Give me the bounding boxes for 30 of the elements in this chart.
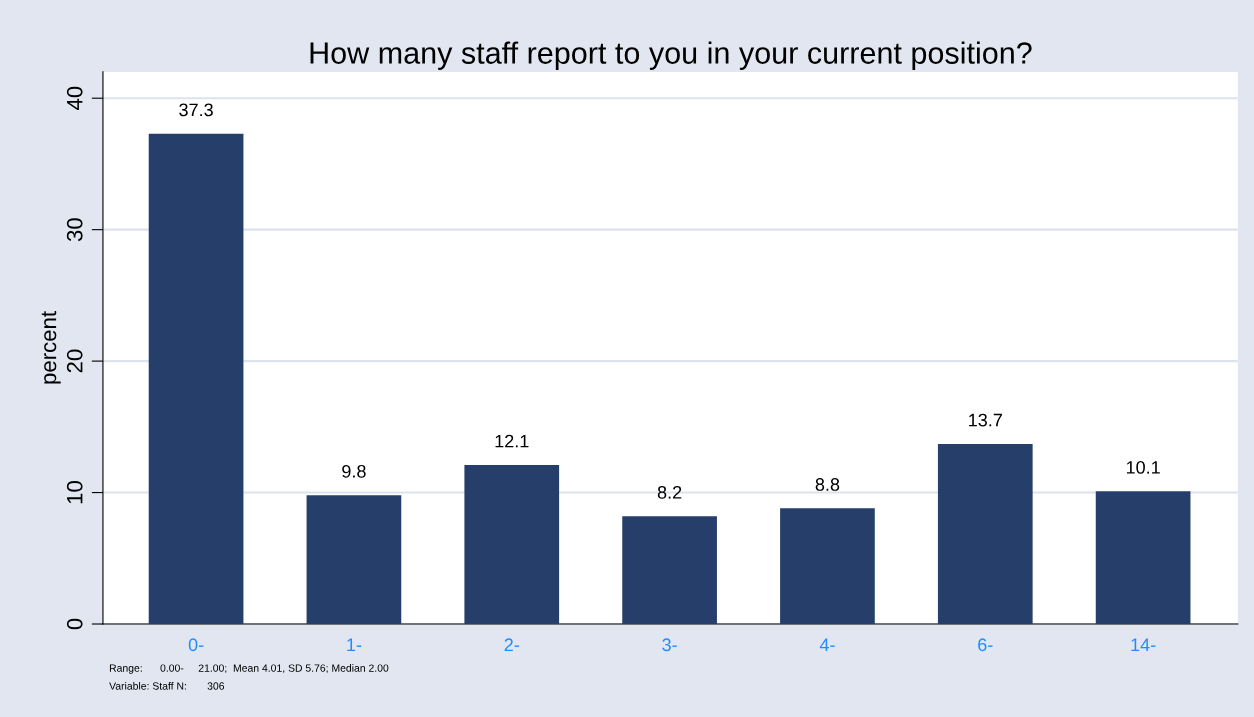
- data-label: 8.8: [815, 478, 840, 491]
- x-tick-label: 4-: [819, 638, 835, 651]
- text: Range: 0.00- 21.00; Mean 4.01, SD 5.76; Median 2.00: [109, 664, 389, 674]
- x-tick-label: 0-: [188, 638, 204, 652]
- data-label: 12.1: [495, 434, 529, 448]
- data-label: 9.8: [342, 464, 366, 478]
- bar: [1095, 491, 1191, 625]
- chart-title: How many staff report to you in your current position?: [310, 41, 1032, 70]
- text: Variable: Staff N: 306: [109, 682, 225, 690]
- y-axis-title: percent: [41, 311, 61, 384]
- data-label: 8.2: [657, 485, 682, 499]
- y-tick-label: 20: [66, 349, 83, 373]
- data-label: 10.1: [1126, 461, 1160, 474]
- x-tick-label: 2-: [504, 638, 519, 651]
- x-tick-label: 6-: [978, 638, 993, 652]
- bar: [464, 464, 560, 625]
- data-label: 37.3: [179, 103, 213, 117]
- y-tick-label: 30: [66, 218, 83, 242]
- x-tick-label: 3-: [662, 638, 677, 652]
- y-tick-label: 10: [66, 481, 83, 504]
- y-tick-label: 0: [66, 618, 83, 630]
- bar: [622, 516, 717, 625]
- data-label: 13.7: [969, 413, 1002, 427]
- y-tick-label: 40: [66, 86, 83, 111]
- bar: [937, 443, 1033, 625]
- bar: [780, 508, 875, 625]
- x-tick-label: 1-: [347, 638, 362, 651]
- x-tick-label: 14-: [1131, 638, 1156, 651]
- bar: [306, 495, 402, 625]
- bar: [148, 133, 244, 625]
